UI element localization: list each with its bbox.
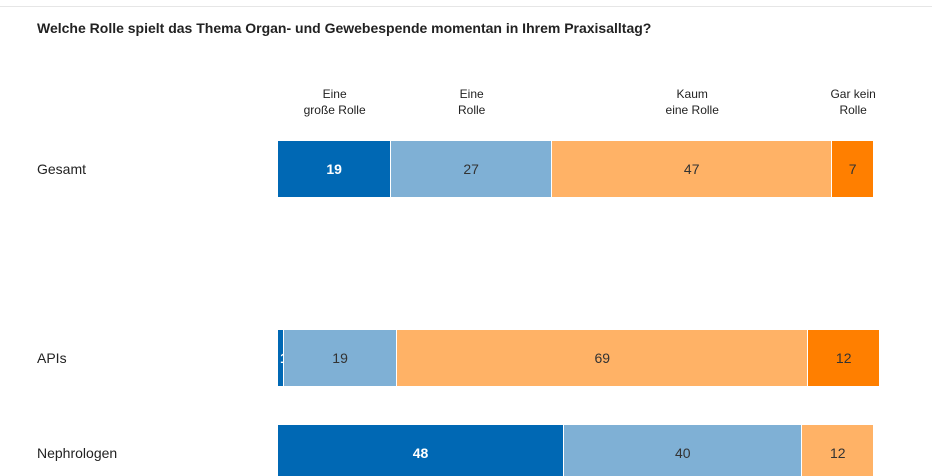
data-label: 7 <box>848 161 857 177</box>
data-label: 69 <box>594 350 611 366</box>
legend-label: Eine Rolle <box>458 87 486 117</box>
chart-title: Welche Rolle spielt das Thema Organ- und… <box>37 20 652 36</box>
legend-label: Kaum eine Rolle <box>665 87 719 117</box>
data-label: 48 <box>412 445 429 461</box>
bar-segment: 1 <box>278 330 288 386</box>
bar-segment: 48 <box>278 425 565 476</box>
data-label: 47 <box>683 161 700 177</box>
data-label: 19 <box>332 350 348 366</box>
bar-segment: 47 <box>552 141 833 197</box>
bar-segment: 27 <box>391 141 553 197</box>
data-label: 12 <box>829 445 846 461</box>
bar-segment: 19 <box>278 141 392 197</box>
data-label: 1 <box>280 350 288 366</box>
row-label: Nephrologen <box>37 445 118 461</box>
data-label: 40 <box>674 445 691 461</box>
row-label: APIs <box>37 350 67 366</box>
bar-segment: 12 <box>802 425 874 476</box>
bar-segment: 12 <box>808 330 880 386</box>
bar-segment: 19 <box>283 330 398 386</box>
divider <box>0 6 932 7</box>
data-label: 19 <box>326 161 342 177</box>
bar-segment: 69 <box>397 330 809 386</box>
data-label: 27 <box>463 161 479 177</box>
bar-segment: 40 <box>564 425 803 476</box>
legend-label: Eine große Rolle <box>303 87 366 117</box>
row-label: Gesamt <box>37 161 87 177</box>
bar-segment: 7 <box>832 141 874 197</box>
data-label: 12 <box>835 350 852 366</box>
legend-label: Gar kein Rolle <box>830 87 876 117</box>
